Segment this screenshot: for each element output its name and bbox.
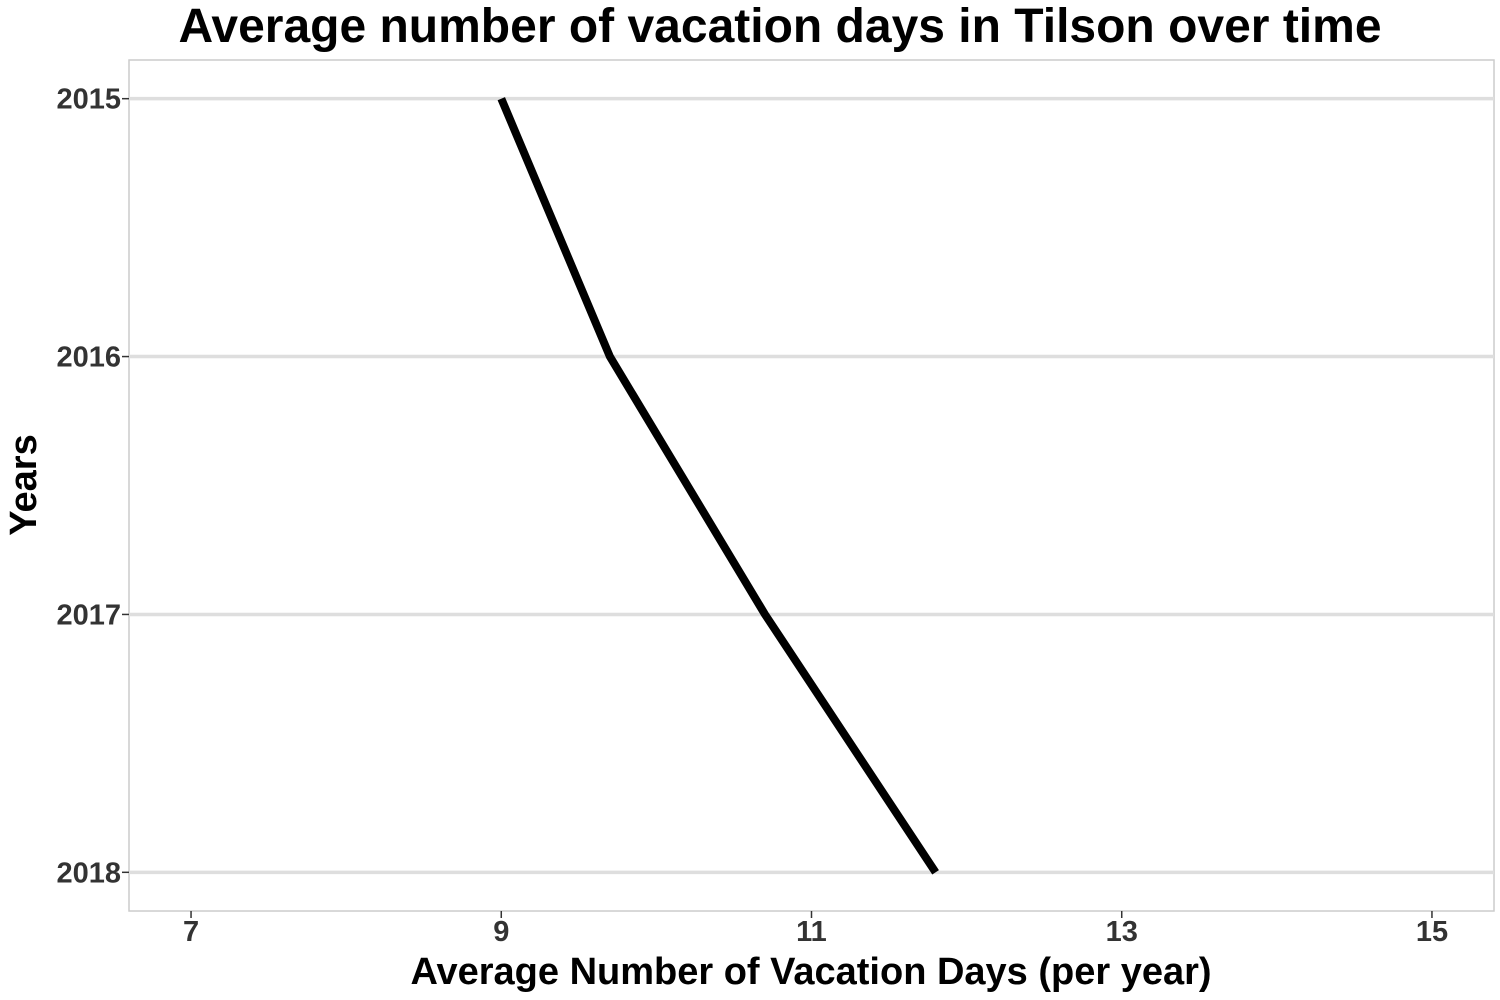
y-tick-label: 2015 <box>56 84 121 116</box>
y-tick-label: 2016 <box>56 342 121 374</box>
x-tick-label: 13 <box>1106 916 1138 948</box>
series-layer <box>497 97 939 875</box>
x-tick-label: 9 <box>493 916 509 948</box>
y-axis-title: Years <box>3 434 45 535</box>
chart-title: Average number of vacation days in Tilso… <box>178 0 1381 53</box>
y-axis-ticks: 2015 2016 2017 2018 <box>56 84 129 889</box>
x-axis-title: Average Number of Vacation Days (per yea… <box>410 951 1211 993</box>
y-tick-label: 2017 <box>56 599 121 631</box>
gridlines <box>129 96 1494 875</box>
y-tick-label: 2018 <box>56 857 121 889</box>
x-tick-label: 7 <box>183 916 199 948</box>
plot-area-border <box>128 59 1495 912</box>
x-axis-ticks: 7 9 11 13 15 <box>183 911 1448 948</box>
series-line <box>497 97 939 875</box>
x-tick-label: 15 <box>1416 916 1448 948</box>
x-tick-label: 11 <box>796 916 827 948</box>
